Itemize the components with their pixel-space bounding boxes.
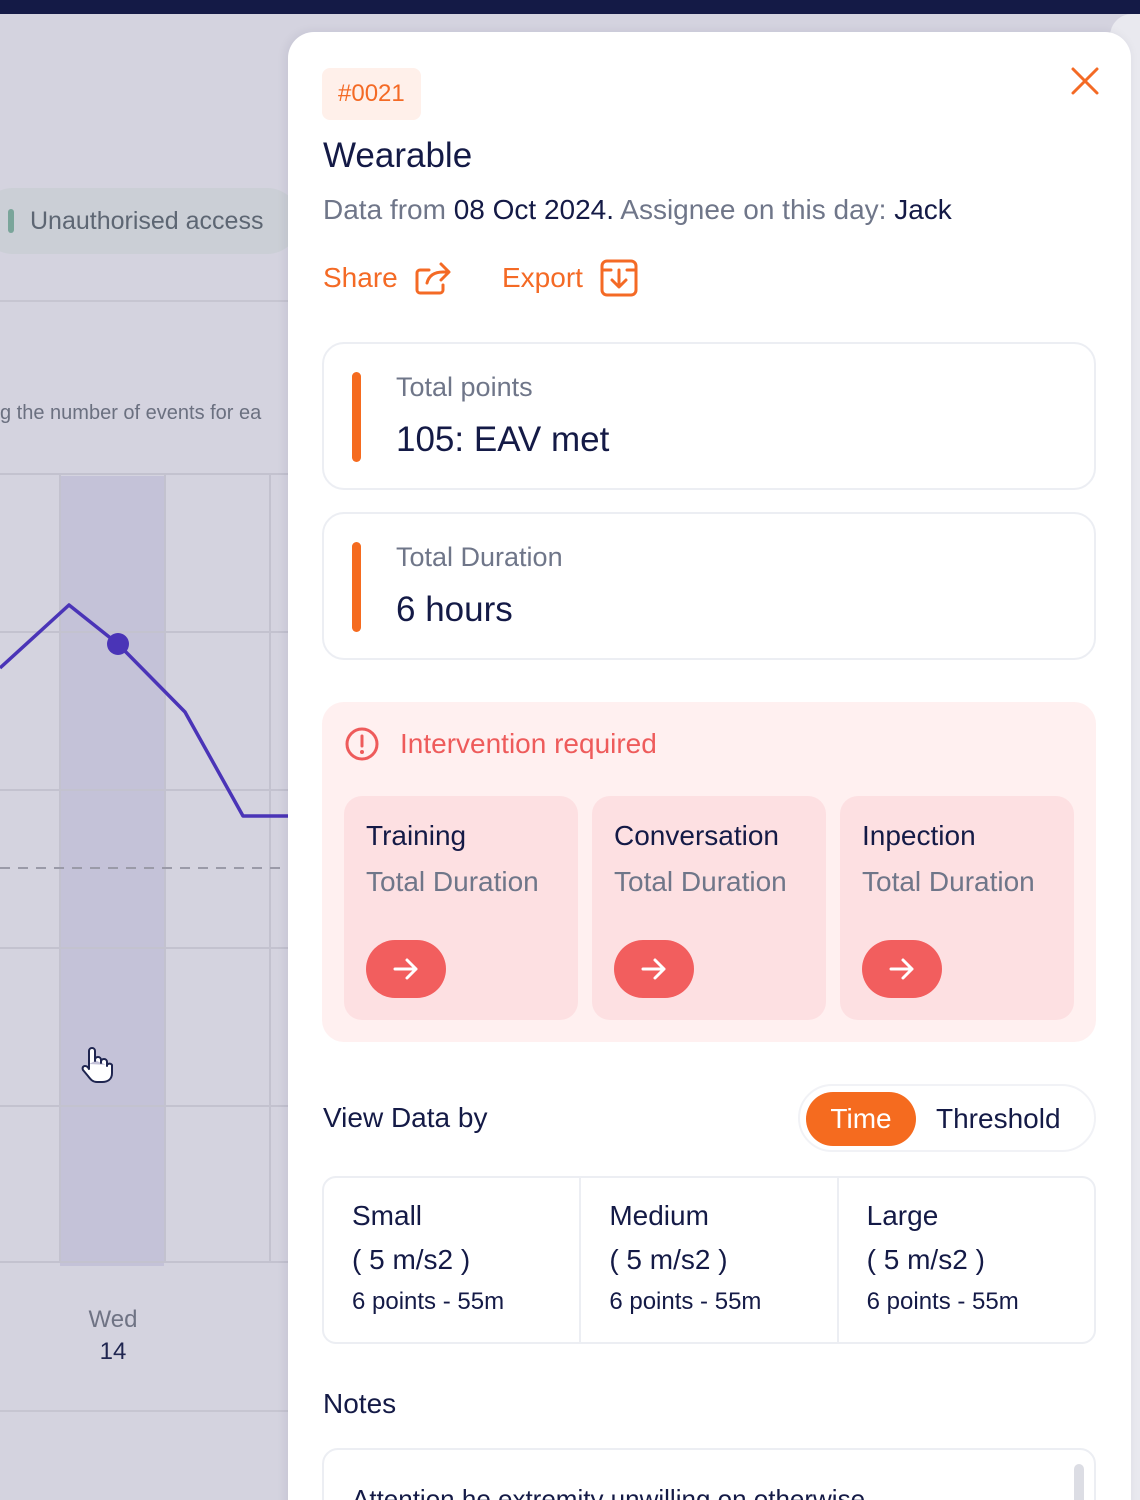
total-duration-card: Total Duration 6 hours bbox=[322, 512, 1096, 660]
stat-label: Total Duration bbox=[396, 542, 563, 572]
action-subtitle: Total Duration bbox=[366, 866, 539, 897]
arrow-right-icon bbox=[393, 958, 418, 980]
vibration-size-table: Small ( 5 m/s2 ) 6 points - 55m Medium (… bbox=[322, 1176, 1096, 1344]
size-value: ( 5 m/s2 ) bbox=[866, 1244, 985, 1275]
action-name: Training bbox=[366, 820, 467, 851]
highlight-column bbox=[60, 476, 164, 1266]
conversation-card: Conversation Total Duration bbox=[592, 796, 826, 1020]
size-name: Large bbox=[866, 1200, 939, 1231]
stat-accent-bar bbox=[352, 542, 361, 632]
inspection-card: Inpection Total Duration bbox=[840, 796, 1074, 1020]
view-data-toggle: Time Threshold bbox=[798, 1084, 1096, 1152]
app-top-bar bbox=[0, 0, 1140, 14]
alert-circle-icon bbox=[345, 727, 379, 761]
divider bbox=[0, 300, 300, 302]
x-axis-date-label: 14 bbox=[99, 1338, 127, 1365]
action-subtitle: Total Duration bbox=[614, 866, 787, 897]
size-name: Small bbox=[352, 1200, 423, 1231]
stat-value: 105: EAV met bbox=[396, 420, 610, 459]
size-points: 6 points - 55m bbox=[352, 1288, 505, 1315]
stat-value: 6 hours bbox=[396, 590, 513, 629]
intervention-alert: Intervention required Training Total Dur… bbox=[322, 702, 1096, 1042]
notes-textarea[interactable]: Attention he extremity unwilling on othe… bbox=[322, 1448, 1096, 1500]
action-name: Inpection bbox=[862, 820, 976, 851]
size-column-medium: Medium ( 5 m/s2 ) 6 points - 55m bbox=[581, 1178, 839, 1342]
training-go-button[interactable] bbox=[366, 940, 446, 998]
stat-label: Total points bbox=[396, 372, 533, 402]
share-button[interactable]: Share bbox=[323, 254, 454, 302]
notes-scrollbar[interactable] bbox=[1074, 1464, 1084, 1500]
hand-cursor-icon bbox=[81, 1047, 113, 1083]
record-id-badge: #0021 bbox=[322, 68, 421, 120]
share-label: Share bbox=[323, 262, 398, 293]
action-name: Conversation bbox=[614, 820, 779, 851]
chip-label: Unauthorised access bbox=[30, 206, 264, 235]
export-button[interactable]: Export bbox=[502, 254, 639, 302]
view-data-label: View Data by bbox=[323, 1102, 488, 1133]
detail-panel: #0021 Wearable Data from 08 Oct 2024. As… bbox=[288, 32, 1131, 1500]
chip-status-dot bbox=[8, 209, 14, 233]
series-point[interactable] bbox=[107, 633, 129, 655]
training-card: Training Total Duration bbox=[344, 796, 578, 1020]
size-value: ( 5 m/s2 ) bbox=[609, 1244, 728, 1275]
share-icon bbox=[415, 262, 451, 295]
series-line bbox=[0, 603, 300, 818]
toggle-threshold-option[interactable]: Threshold bbox=[936, 1103, 1061, 1134]
toggle-time-option[interactable]: Time bbox=[806, 1092, 916, 1146]
subtitle-prefix: Data from bbox=[323, 194, 454, 225]
panel-title: Wearable bbox=[323, 136, 473, 175]
conversation-go-button[interactable] bbox=[614, 940, 694, 998]
action-subtitle: Total Duration bbox=[862, 866, 1035, 897]
inspection-go-button[interactable] bbox=[862, 940, 942, 998]
divider bbox=[0, 1410, 300, 1412]
export-label: Export bbox=[502, 262, 583, 293]
size-points: 6 points - 55m bbox=[866, 1288, 1019, 1315]
chart-description: g the number of events for ea bbox=[0, 402, 262, 424]
size-value: ( 5 m/s2 ) bbox=[352, 1244, 471, 1275]
arrow-right-icon bbox=[889, 958, 914, 980]
arrow-right-icon bbox=[641, 958, 666, 980]
assignee-name: Jack bbox=[894, 194, 952, 225]
alert-title: Intervention required bbox=[400, 728, 657, 759]
notes-label: Notes bbox=[323, 1388, 397, 1419]
x-axis-day-label: Wed bbox=[88, 1306, 138, 1333]
size-column-small: Small ( 5 m/s2 ) 6 points - 55m bbox=[324, 1178, 582, 1342]
size-name: Medium bbox=[609, 1200, 709, 1231]
export-icon bbox=[600, 259, 638, 297]
stat-accent-bar bbox=[352, 372, 361, 462]
subtitle-middle: Assignee on this day: bbox=[614, 194, 895, 225]
data-date: 08 Oct 2024. bbox=[453, 194, 615, 225]
size-column-large: Large ( 5 m/s2 ) 6 points - 55m bbox=[839, 1178, 1094, 1342]
total-points-card: Total points 105: EAV met bbox=[322, 342, 1096, 490]
close-icon[interactable] bbox=[1068, 64, 1102, 98]
notes-text: Attention he extremity unwilling on othe… bbox=[352, 1484, 866, 1500]
size-points: 6 points - 55m bbox=[609, 1288, 762, 1315]
panel-subtitle: Data from 08 Oct 2024. Assignee on this … bbox=[323, 194, 952, 226]
events-line-chart bbox=[0, 473, 300, 1266]
unauthorised-access-chip[interactable]: Unauthorised access bbox=[0, 188, 300, 254]
